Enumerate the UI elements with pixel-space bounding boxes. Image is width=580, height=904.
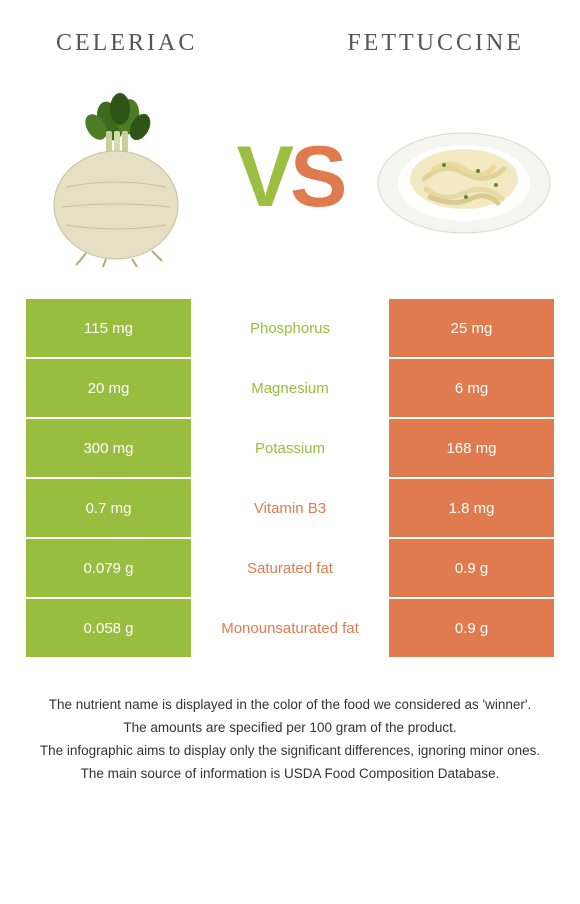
left-value: 0.079 g (26, 539, 191, 597)
images-row: VS (26, 77, 554, 277)
footer-line: The infographic aims to display only the… (30, 741, 550, 762)
table-row: 0.079 gSaturated fat0.9 g (26, 539, 554, 597)
right-value: 0.9 g (389, 539, 554, 597)
table-row: 0.058 gMonounsaturated fat0.9 g (26, 599, 554, 657)
right-value: 6 mg (389, 359, 554, 417)
left-value: 20 mg (26, 359, 191, 417)
footer-line: The main source of information is USDA F… (30, 764, 550, 785)
footer-line: The nutrient name is displayed in the co… (30, 695, 550, 716)
nutrient-name: Magnesium (191, 359, 389, 417)
vs-label: VS (237, 134, 344, 220)
right-value: 1.8 mg (389, 479, 554, 537)
nutrient-name: Potassium (191, 419, 389, 477)
nutrient-name: Saturated fat (191, 539, 389, 597)
left-food-title: CELERIAC (56, 30, 197, 57)
vs-v: V (237, 134, 290, 220)
footer-notes: The nutrient name is displayed in the co… (26, 695, 554, 787)
right-food-title: FETTUCCINE (347, 30, 524, 57)
left-value: 300 mg (26, 419, 191, 477)
left-value: 0.058 g (26, 599, 191, 657)
nutrient-name: Phosphorus (191, 299, 389, 357)
comparison-table: 115 mgPhosphorus25 mg20 mgMagnesium6 mg3… (26, 299, 554, 659)
right-value: 25 mg (389, 299, 554, 357)
fettuccine-image (374, 87, 554, 267)
right-value: 0.9 g (389, 599, 554, 657)
nutrient-name: Vitamin B3 (191, 479, 389, 537)
table-row: 20 mgMagnesium6 mg (26, 359, 554, 417)
table-row: 115 mgPhosphorus25 mg (26, 299, 554, 357)
celeriac-image (26, 87, 206, 267)
right-value: 168 mg (389, 419, 554, 477)
vs-s: S (290, 134, 343, 220)
footer-line: The amounts are specified per 100 gram o… (30, 718, 550, 739)
table-row: 300 mgPotassium168 mg (26, 419, 554, 477)
nutrient-name: Monounsaturated fat (191, 599, 389, 657)
left-value: 0.7 mg (26, 479, 191, 537)
table-row: 0.7 mgVitamin B31.8 mg (26, 479, 554, 537)
left-value: 115 mg (26, 299, 191, 357)
header: CELERIAC FETTUCCINE (26, 30, 554, 77)
